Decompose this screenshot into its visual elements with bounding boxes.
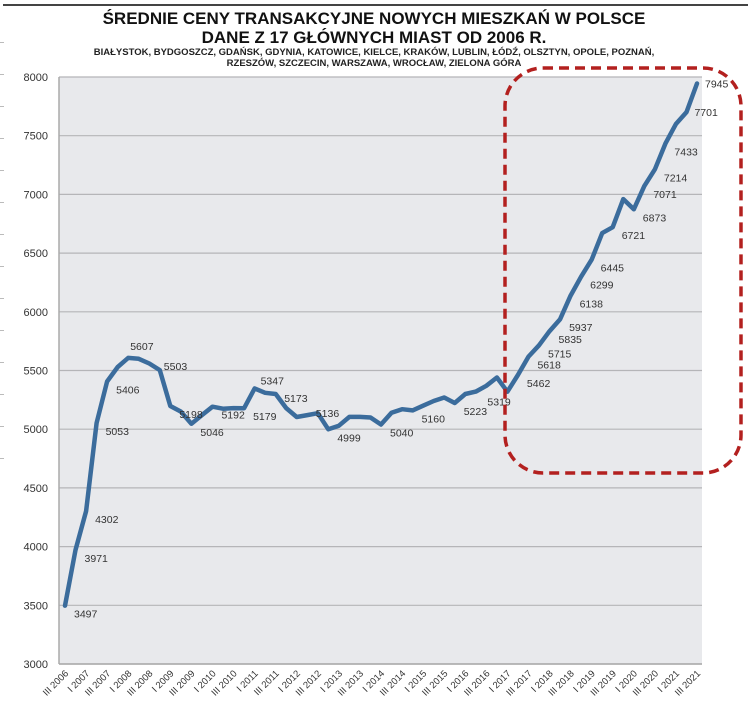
data-label: 5462 xyxy=(527,378,551,390)
data-label: 7071 xyxy=(653,189,677,201)
data-label: 6445 xyxy=(601,263,625,275)
x-tick-label: III 2006 xyxy=(41,668,71,698)
data-label: 4999 xyxy=(337,432,361,444)
data-label: 5053 xyxy=(106,426,130,438)
data-label: 5040 xyxy=(390,428,414,440)
edge-tick xyxy=(0,74,4,75)
data-label: 5192 xyxy=(221,410,245,422)
y-tick-label: 3500 xyxy=(24,600,48,612)
data-label: 5136 xyxy=(316,408,340,420)
data-label: 6721 xyxy=(622,230,646,242)
y-tick-label: 6000 xyxy=(24,307,48,319)
data-label: 6138 xyxy=(580,299,604,311)
data-label: 5173 xyxy=(284,393,308,405)
edge-tick xyxy=(0,234,4,235)
edge-tick xyxy=(0,458,4,459)
data-label: 4302 xyxy=(95,514,119,526)
data-labels: 3497 3971 4302 5053 5406 5607 5503 5198 5046 5192… xyxy=(74,78,729,620)
gridlines xyxy=(58,76,702,665)
highlight-box xyxy=(503,66,743,475)
edge-tick xyxy=(0,426,4,427)
edge-tick xyxy=(0,106,4,107)
y-tick-label: 5000 xyxy=(24,424,48,436)
edge-tick xyxy=(0,202,4,203)
data-label: 7214 xyxy=(664,172,688,184)
data-points xyxy=(64,83,698,606)
y-tick-label: 6500 xyxy=(24,248,48,260)
chart-title: ŚREDNIE CENY TRANSAKCYJNE NOWYCH MIESZKA… xyxy=(102,9,646,28)
data-label: 5223 xyxy=(464,406,488,418)
data-label: 6873 xyxy=(643,212,667,224)
chart-subtitle: DANE Z 17 GŁÓWNYCH MIAST OD 2006 R. xyxy=(201,28,547,47)
edge-tick xyxy=(0,138,4,139)
edge-tick xyxy=(0,330,4,331)
y-tick-label: 5500 xyxy=(24,366,48,378)
data-label: 3497 xyxy=(74,609,98,621)
data-label: 5347 xyxy=(261,375,285,387)
edge-tick xyxy=(0,266,4,267)
top-border-line xyxy=(3,4,748,6)
y-axis-ticks: 3000 3500 4000 4500 5000 5500 6000 6500 7000 7500… xyxy=(24,72,48,671)
data-label: 3971 xyxy=(85,553,109,565)
cities-list-line1: BIAŁYSTOK, BYDGOSZCZ, GDAŃSK, GDYNIA, KA… xyxy=(93,47,655,58)
data-label: 6299 xyxy=(590,280,614,292)
data-label: 5198 xyxy=(179,409,203,421)
data-label: 5618 xyxy=(537,360,561,372)
data-label: 5319 xyxy=(487,397,511,409)
edge-tick xyxy=(0,42,4,43)
data-label: 5607 xyxy=(130,341,154,353)
edge-tick xyxy=(0,394,4,395)
cities-list-line2: RZESZÓW, SZCZECIN, WARSZAWA, WROCŁAW, ZI… xyxy=(226,58,522,69)
edge-tick xyxy=(0,362,4,363)
data-label: 5937 xyxy=(569,322,593,334)
data-label: 7701 xyxy=(694,107,718,119)
data-label: 5835 xyxy=(559,334,583,346)
edge-tick xyxy=(0,298,4,299)
y-tick-label: 7000 xyxy=(24,189,48,201)
data-label: 7945 xyxy=(705,78,729,90)
data-label: 5406 xyxy=(116,385,140,397)
y-tick-label: 4000 xyxy=(24,542,48,554)
data-label: 5179 xyxy=(253,411,277,423)
y-tick-label: 4500 xyxy=(24,483,48,495)
data-label: 5503 xyxy=(164,361,188,373)
y-tick-label: 3000 xyxy=(24,659,48,671)
data-label: 7433 xyxy=(674,147,698,159)
edge-tick xyxy=(0,170,4,171)
y-tick-label: 7500 xyxy=(24,131,48,143)
data-label: 5046 xyxy=(200,427,224,439)
data-label: 5715 xyxy=(548,348,572,360)
y-tick-label: 8000 xyxy=(24,72,48,84)
data-label: 5160 xyxy=(422,413,446,425)
